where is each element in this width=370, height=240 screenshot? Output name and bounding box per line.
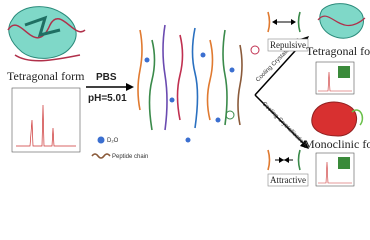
legend: D₂O Peptide chain xyxy=(91,136,148,160)
attractive-chains xyxy=(267,149,301,171)
arrow-main xyxy=(86,83,134,91)
figure: Tetragonal form D₂O Peptide chain PBS pH… xyxy=(7,3,370,187)
arrow-bottom-label: pH=5.01 xyxy=(88,93,127,104)
arrow-top-label: PBS xyxy=(96,72,117,83)
interaction-lower: Attractive xyxy=(270,175,306,185)
repulsive-chains xyxy=(267,11,301,33)
protein-tetragonal xyxy=(7,6,86,62)
xrd-plot-lower xyxy=(315,152,355,187)
peptide-chains xyxy=(137,24,260,143)
interaction-upper: Repulsive xyxy=(270,40,306,50)
protein-monoclinic xyxy=(311,101,364,137)
form-upper: Tetragonal form xyxy=(306,44,370,58)
form-label: Tetragonal form xyxy=(7,69,85,83)
protein-tetragonal-small xyxy=(317,3,366,39)
xrd-plot-upper xyxy=(315,61,355,95)
legend-water: D₂O xyxy=(107,138,119,144)
label-box xyxy=(267,173,309,187)
legend-chain: Peptide chain xyxy=(112,154,148,160)
page: Tetragonal form D₂O Peptide chain PBS pH… xyxy=(7,3,370,187)
process-lower: Cooling Crystallization xyxy=(261,101,307,147)
form-lower: Monoclinic form xyxy=(304,137,370,151)
label-box xyxy=(267,38,309,52)
xrd-plot xyxy=(11,87,81,153)
